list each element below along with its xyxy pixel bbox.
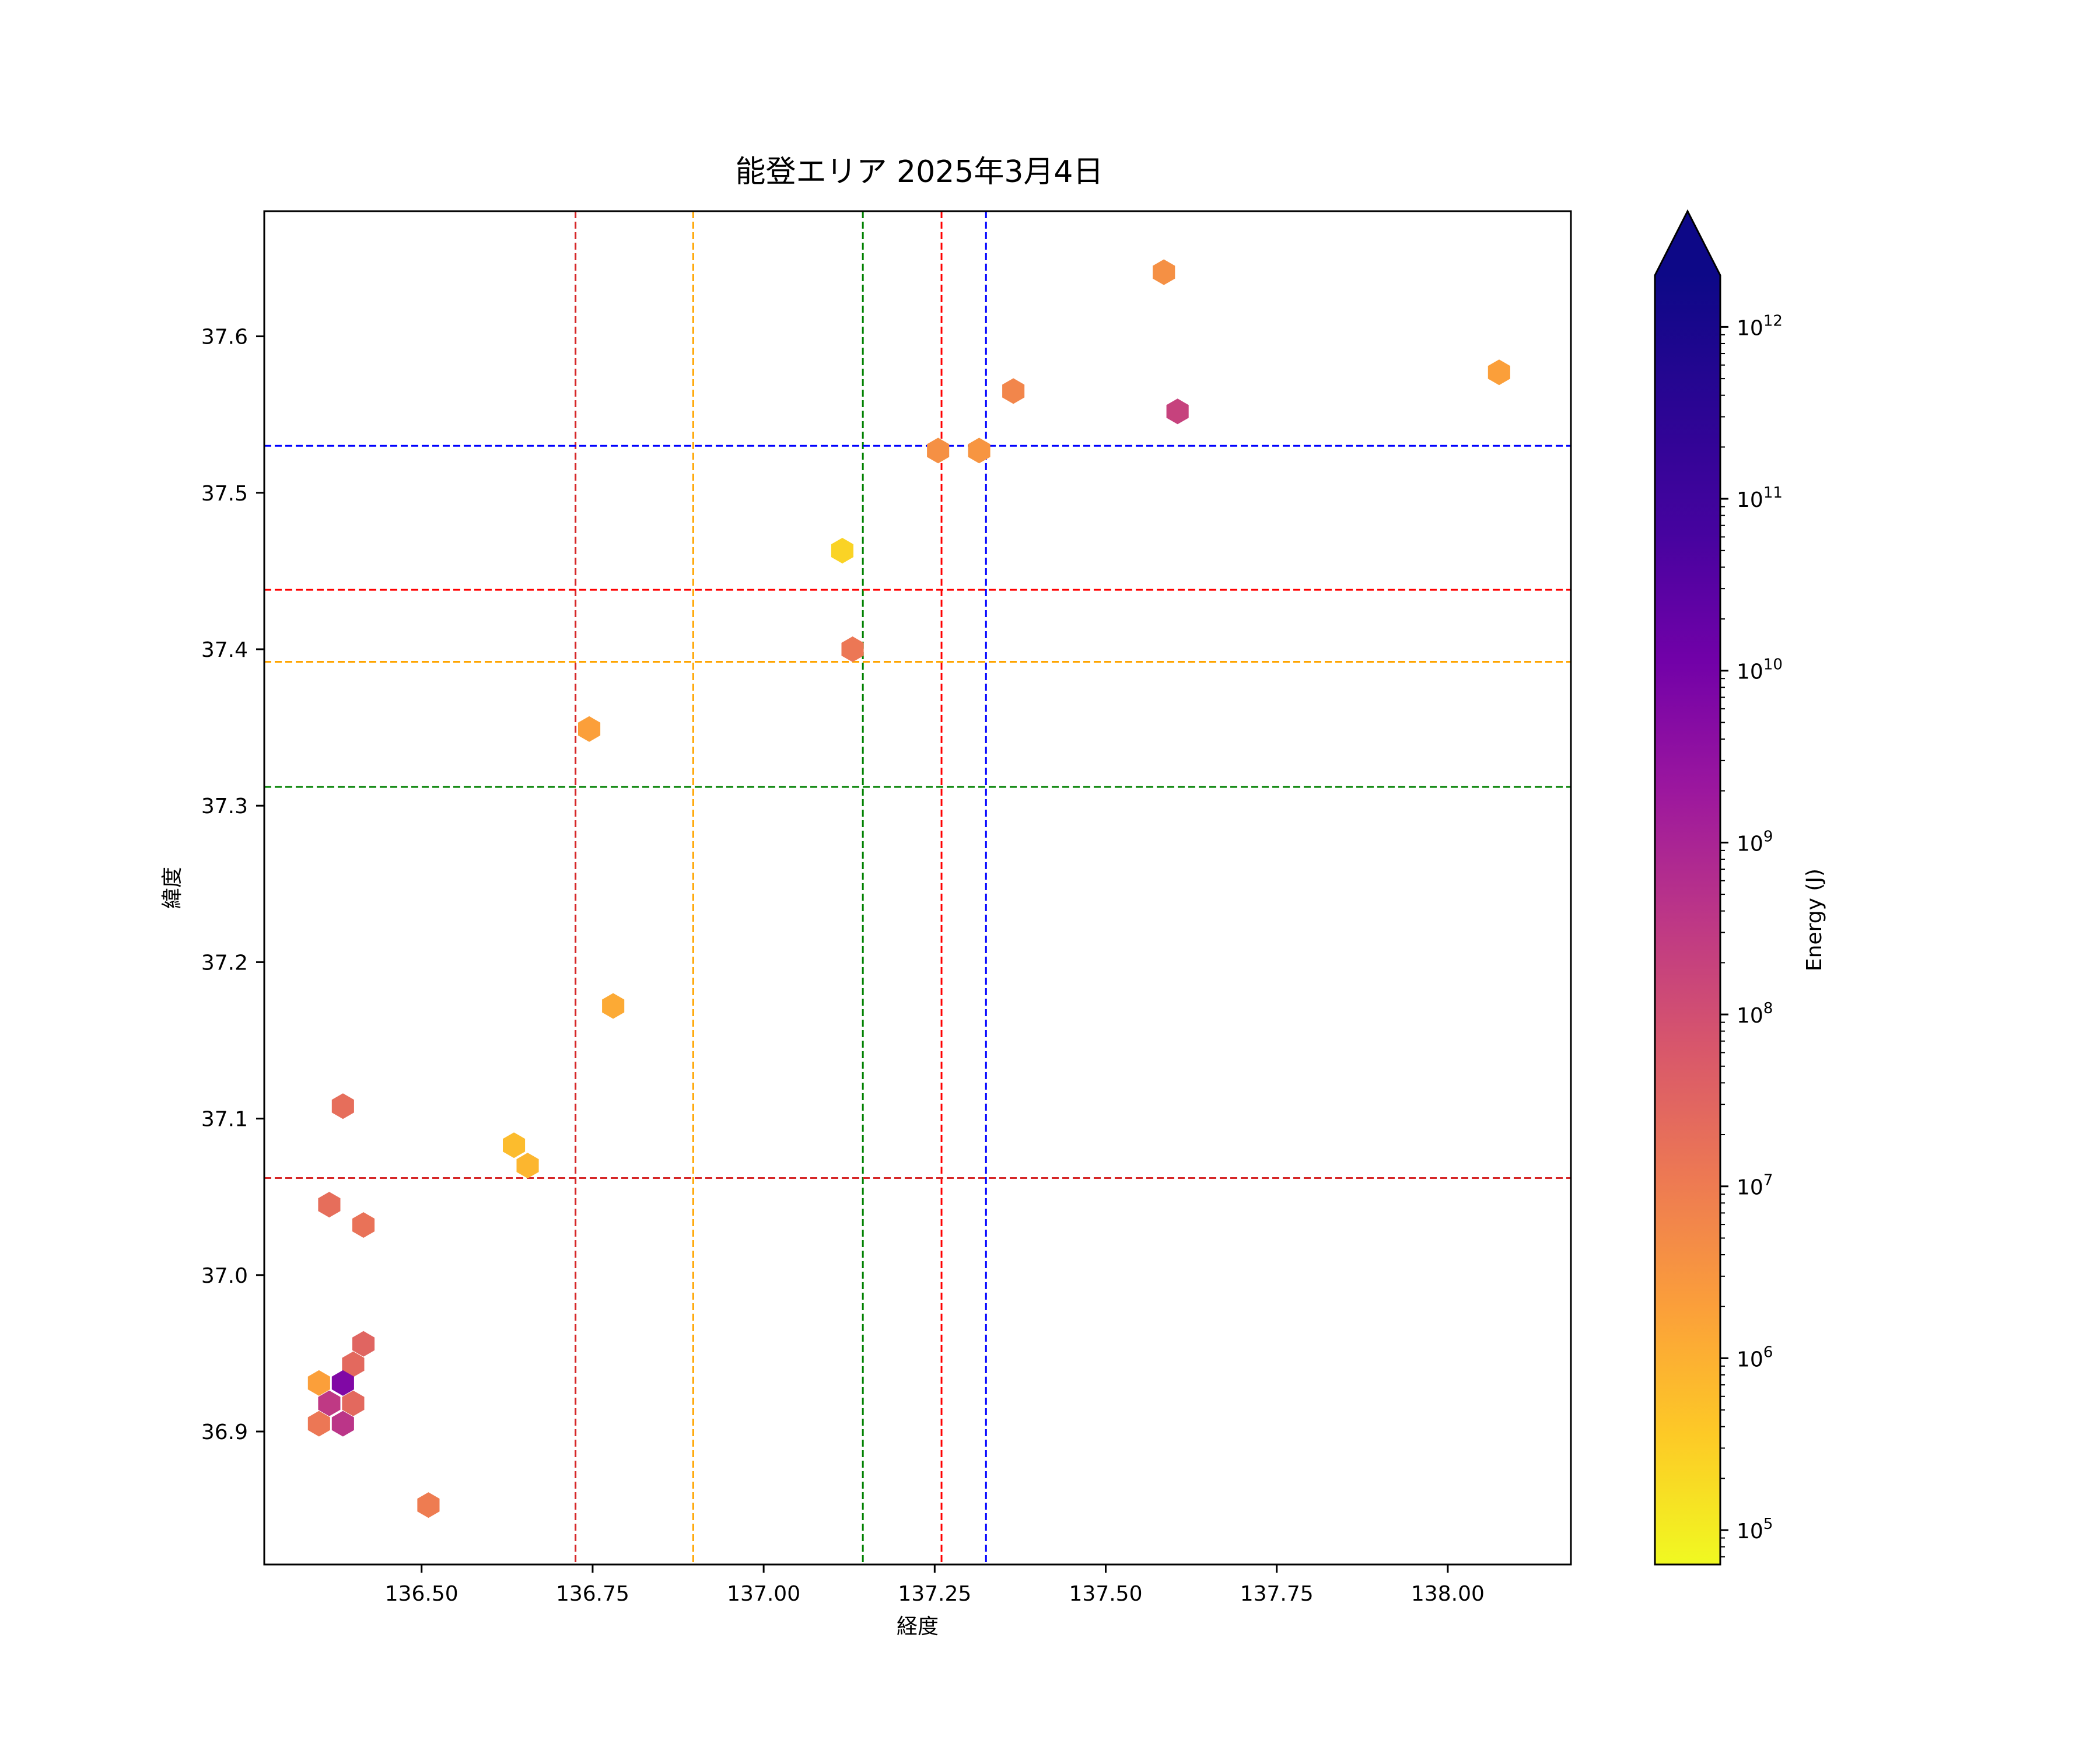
hexbin-cell [342,1390,365,1416]
x-tick-label: 137.25 [898,1582,971,1606]
colorbar-tick-label: 106 [1737,1343,1773,1371]
reference-lines [264,211,1571,1564]
x-tick-label: 136.50 [385,1582,459,1606]
hexbin-cell [331,1370,354,1396]
hexbin-cell [968,438,991,464]
colorbar-frame [1654,209,1721,1566]
colorbar-label: Energy (J) [1803,869,1826,971]
colorbar-tick-label: 1012 [1737,312,1783,340]
x-axis: 136.50 136.75 137.00 137.25 137.50 137.75 138.… [385,1564,1485,1606]
hexbin-cell [1002,378,1025,404]
colorbar-tick-label: 109 [1737,828,1773,856]
hexbin-cell [307,1410,330,1437]
colorbar-ticks: 105 106 107 108 109 1010 1011 1012 [1720,312,1783,1558]
x-tick-label: 138.00 [1411,1582,1485,1606]
y-tick-label: 37.2 [201,951,248,975]
y-tick-label: 37.3 [201,794,248,818]
colorbar-tick-label: 107 [1737,1172,1773,1200]
hexbin-cell [516,1153,539,1179]
colorbar: 105 106 107 108 109 1010 1011 1012 Energy (J) [1654,209,1826,1566]
hexbin-cell [318,1192,341,1218]
y-axis-label: 緯度 [160,867,184,909]
x-tick-label: 137.75 [1240,1582,1314,1606]
y-tick-label: 36.9 [201,1420,248,1444]
x-tick-label: 137.00 [727,1582,800,1606]
hexbin-cell [1153,259,1175,285]
hexbin-cell [417,1492,440,1518]
hexbin-cell [307,1370,330,1396]
colorbar-gradient [1655,275,1720,1564]
hexbin-cell [578,716,601,742]
hexbin-cells [307,259,1510,1518]
y-tick-label: 37.1 [201,1108,248,1132]
hexbin-cell [318,1390,341,1416]
y-axis: 36.9 37.0 37.1 37.2 37.3 37.4 37.5 37.6 [201,326,264,1444]
x-axis-label: 経度 [897,1615,939,1639]
hexbin-cell [602,993,625,1019]
hexbin-cell [503,1132,526,1158]
x-tick-label: 136.75 [556,1582,629,1606]
colorbar-tick-label: 1010 [1737,656,1783,684]
chart-title: 能登エリア 2025年3月4日 [735,155,1103,190]
hexbin-cell [1166,398,1189,425]
hexbin-cell [1488,359,1510,386]
y-tick-label: 37.4 [201,638,248,662]
hexbin-cell [927,438,950,464]
colorbar-tick-label: 108 [1737,1000,1773,1028]
plot-area [264,211,1571,1564]
hexbin-cell [342,1351,365,1377]
plot-frame [263,210,1572,1566]
hexbin-cell [331,1410,354,1437]
hexbin-cell [352,1212,375,1238]
colorbar-tick-label: 1011 [1737,484,1783,512]
colorbar-tick-label: 105 [1737,1516,1773,1544]
y-tick-label: 37.5 [201,482,248,506]
y-tick-label: 37.6 [201,326,248,349]
hexbin-cell [831,538,853,564]
x-tick-label: 137.50 [1069,1582,1143,1606]
colorbar-extend-arrow [1655,211,1720,275]
y-tick-label: 37.0 [201,1264,248,1288]
hexbin-cell [352,1331,375,1357]
hexbin-cell [841,636,864,662]
hexbin-cell [331,1093,354,1119]
